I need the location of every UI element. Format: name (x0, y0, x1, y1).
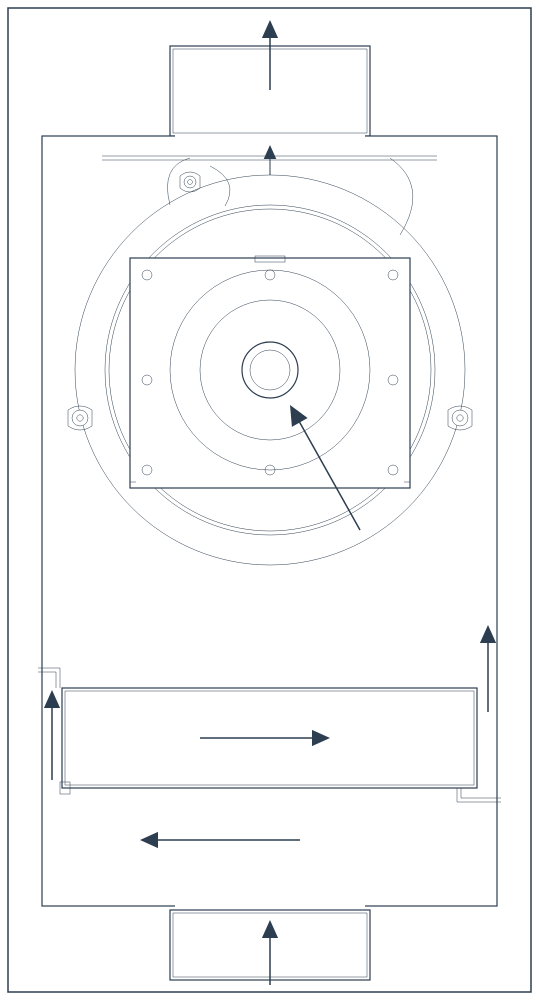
motor-mount-plate (130, 258, 410, 488)
scroll-tab (452, 410, 468, 426)
scroll-tab (72, 410, 88, 426)
airflow-diagram (0, 0, 539, 1000)
scroll-tab (184, 176, 196, 188)
diagram-svg (0, 0, 539, 1000)
main-housing (42, 136, 497, 906)
